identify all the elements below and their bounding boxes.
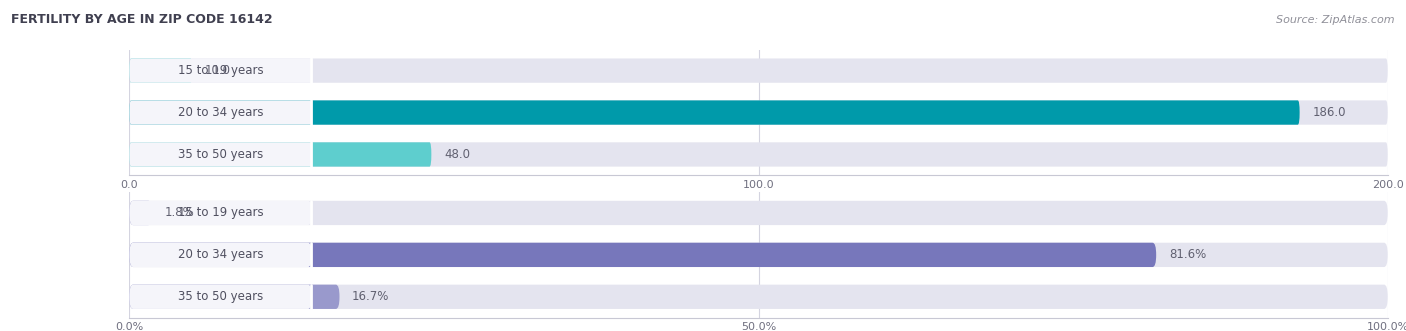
Text: 35 to 50 years: 35 to 50 years [179, 290, 263, 303]
FancyBboxPatch shape [129, 285, 339, 309]
FancyBboxPatch shape [129, 142, 1388, 166]
FancyBboxPatch shape [129, 201, 312, 225]
Text: FERTILITY BY AGE IN ZIP CODE 16142: FERTILITY BY AGE IN ZIP CODE 16142 [11, 13, 273, 26]
FancyBboxPatch shape [129, 59, 193, 83]
FancyBboxPatch shape [129, 285, 1388, 309]
Text: 48.0: 48.0 [444, 148, 470, 161]
Text: 20 to 34 years: 20 to 34 years [177, 248, 263, 261]
FancyBboxPatch shape [129, 201, 1388, 225]
FancyBboxPatch shape [129, 243, 1156, 267]
FancyBboxPatch shape [129, 243, 312, 267]
FancyBboxPatch shape [129, 243, 1388, 267]
Text: 15 to 19 years: 15 to 19 years [177, 207, 263, 219]
Text: Source: ZipAtlas.com: Source: ZipAtlas.com [1277, 15, 1395, 25]
FancyBboxPatch shape [129, 142, 432, 166]
FancyBboxPatch shape [129, 201, 152, 225]
FancyBboxPatch shape [129, 142, 312, 166]
Text: 35 to 50 years: 35 to 50 years [179, 148, 263, 161]
FancyBboxPatch shape [129, 59, 312, 83]
Text: 186.0: 186.0 [1312, 106, 1346, 119]
FancyBboxPatch shape [129, 100, 1388, 125]
FancyBboxPatch shape [129, 100, 312, 125]
Text: 15 to 19 years: 15 to 19 years [177, 64, 263, 77]
FancyBboxPatch shape [129, 59, 1388, 83]
Text: 16.7%: 16.7% [352, 290, 389, 303]
Text: 10.0: 10.0 [205, 64, 231, 77]
FancyBboxPatch shape [129, 285, 312, 309]
Text: 20 to 34 years: 20 to 34 years [177, 106, 263, 119]
Text: 81.6%: 81.6% [1168, 248, 1206, 261]
Text: 1.8%: 1.8% [165, 207, 194, 219]
FancyBboxPatch shape [129, 100, 1299, 125]
